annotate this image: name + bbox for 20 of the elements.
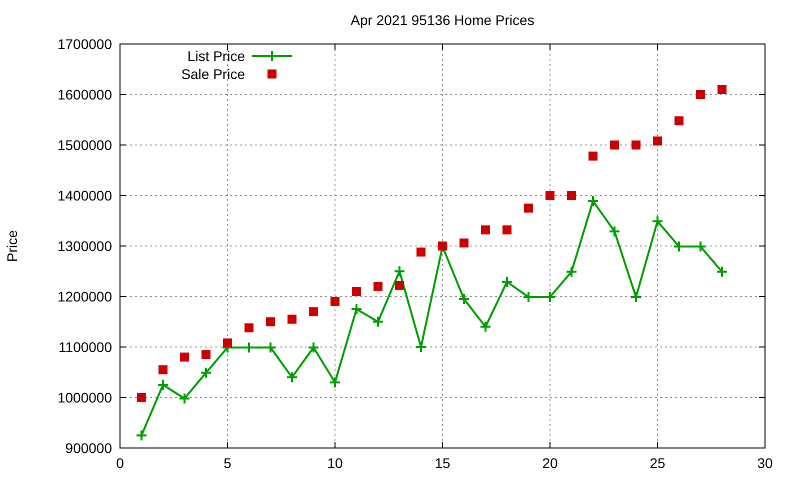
y-tick-label: 1100000 <box>58 339 112 355</box>
y-tick-label: 1300000 <box>57 238 112 254</box>
x-tick-label: 5 <box>224 455 232 471</box>
x-tick-label: 15 <box>434 455 450 471</box>
y-tick-label: 1400000 <box>57 188 112 204</box>
y-tick-label: 1200000 <box>57 288 112 304</box>
x-tick-label: 10 <box>327 455 343 471</box>
x-tick-label: 25 <box>650 455 666 471</box>
legend-label: Sale Price <box>181 66 246 82</box>
y-tick-label: 900000 <box>65 440 112 456</box>
x-tick-label: 0 <box>116 455 124 471</box>
chart-title: Apr 2021 95136 Home Prices <box>350 12 534 28</box>
y-tick-label: 1500000 <box>57 137 112 153</box>
legend-label: List Price <box>187 48 246 64</box>
y-tick-label: 1700000 <box>57 36 112 52</box>
x-tick-label: 30 <box>757 455 773 471</box>
y-tick-label: 1000000 <box>57 390 112 406</box>
y-axis-title: Price <box>4 230 20 262</box>
y-tick-label: 1600000 <box>57 86 112 102</box>
x-tick-label: 20 <box>542 455 558 471</box>
